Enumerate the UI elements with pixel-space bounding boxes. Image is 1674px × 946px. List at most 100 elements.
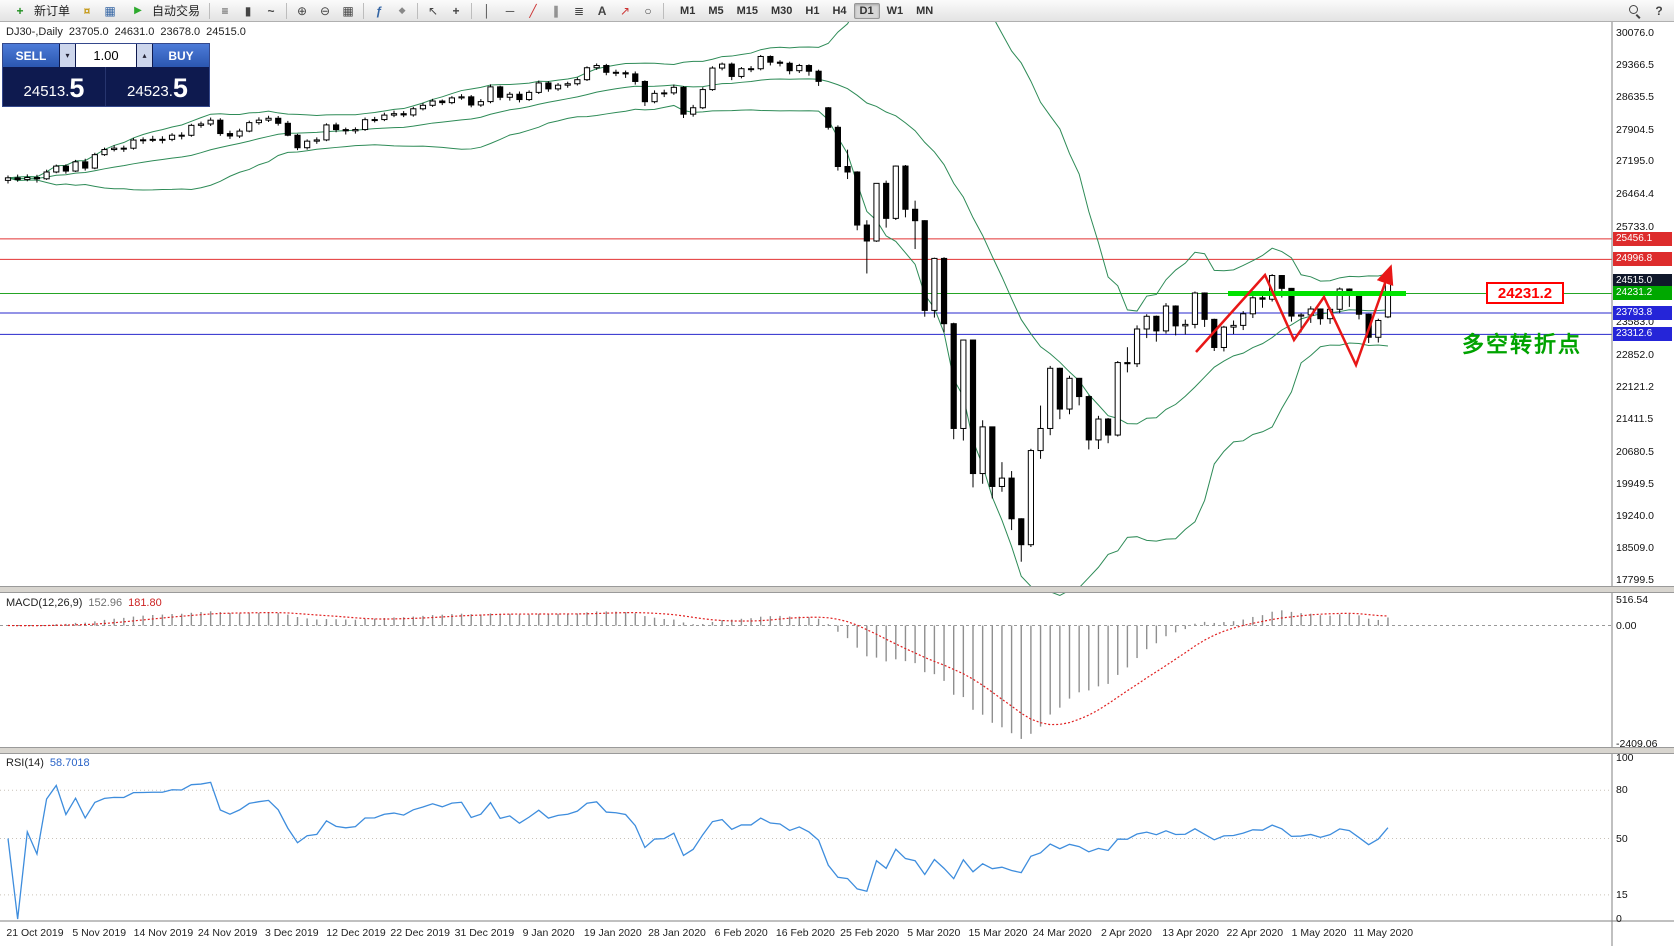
cursor-tool-icon[interactable] — [422, 1, 444, 21]
trendline-tool-icon[interactable] — [522, 1, 544, 21]
date-axis-label: 2 Apr 2020 — [1100, 927, 1152, 939]
autotrading-button[interactable]: 自动交易 — [122, 2, 205, 20]
shapes-tool-icon[interactable] — [637, 1, 659, 21]
symbol-info-bar: DJ30-,Daily 23705.0 24631.0 23678.0 2451… — [6, 26, 246, 38]
crosshair-tool-icon[interactable] — [445, 1, 467, 21]
timeframe-h4[interactable]: H4 — [832, 4, 847, 17]
timeframe-buttons: M1 M5 M15 M30 H1 H4 D1 W1 MN — [674, 2, 939, 19]
price-tick: 25733.0 — [1616, 220, 1654, 233]
date-axis-label: 28 Jan 2020 — [648, 927, 706, 939]
date-axis-label: 31 Dec 2019 — [454, 927, 515, 939]
new-order-button[interactable]: 新订单 — [4, 2, 75, 20]
price-tick: 20680.5 — [1616, 445, 1654, 458]
price-badge: 25456.1 — [1613, 231, 1672, 246]
macd-panel-header: MACD(12,26,9) 152.96 181.80 — [6, 597, 162, 609]
panel-resize-bar[interactable] — [0, 586, 1674, 593]
autotrading-label: 自动交易 — [152, 4, 201, 18]
buy-price-main: 24523. — [127, 83, 173, 100]
rsi-axis-label: 50 — [1616, 832, 1628, 845]
one-click-trade-panel: SELL ▾ 1.00 ▴ BUY 24513. 5 24523. 5 — [2, 43, 210, 107]
funds-icon[interactable] — [76, 1, 98, 21]
zoom-out-icon[interactable] — [314, 1, 336, 21]
timeframe-h1[interactable]: H1 — [805, 4, 820, 17]
fibonacci-tool-icon[interactable] — [568, 1, 590, 21]
date-axis-label: 1 May 2020 — [1291, 927, 1347, 939]
sell-button[interactable]: SELL — [3, 44, 59, 67]
text-tool-icon[interactable] — [591, 1, 613, 21]
new-order-icon — [9, 1, 31, 21]
high-value: 24631.0 — [114, 26, 155, 38]
rsi-value: 58.7018 — [49, 757, 90, 769]
channel-tool-icon[interactable] — [545, 1, 567, 21]
lot-increase-button[interactable]: ▴ — [136, 44, 153, 67]
toolbar-separator — [363, 2, 365, 19]
toolbar-separator — [209, 2, 211, 19]
sell-price-display[interactable]: 24513. 5 — [3, 67, 106, 106]
macd-axis-label: 0.00 — [1616, 619, 1637, 632]
price-tick: 17799.5 — [1616, 574, 1654, 586]
timeframe-m5[interactable]: M5 — [708, 4, 724, 17]
timeframe-mn[interactable]: MN — [916, 4, 934, 17]
price-level-box-annotation[interactable]: 24231.2 — [1486, 282, 1564, 304]
price-tick: 30076.0 — [1616, 27, 1654, 40]
objects-icon[interactable] — [391, 1, 413, 21]
date-axis-label: 21 Oct 2019 — [6, 927, 64, 939]
help-cursor-icon[interactable] — [1648, 1, 1670, 21]
price-tick: 27904.5 — [1616, 123, 1654, 136]
bar-chart-icon[interactable] — [214, 1, 236, 21]
price-tick: 23583.0 — [1616, 316, 1654, 329]
toolbar-separator — [286, 2, 288, 19]
timeframe-m30[interactable]: M30 — [771, 4, 793, 17]
price-badge: 24996.8 — [1613, 252, 1672, 267]
search-icon[interactable] — [1624, 1, 1646, 21]
sell-price-frac: 5 — [69, 73, 85, 103]
buy-price-display[interactable]: 24523. 5 — [106, 67, 209, 106]
price-tick: 19240.0 — [1616, 509, 1654, 522]
date-axis-label: 11 May 2020 — [1353, 927, 1414, 939]
timeframe-d1[interactable]: D1 — [853, 2, 880, 19]
price-badge: 24515.0 — [1613, 273, 1672, 288]
price-tick: 22852.0 — [1616, 348, 1654, 361]
buy-button[interactable]: BUY — [153, 44, 209, 67]
price-badge: 24231.2 — [1613, 286, 1672, 301]
horizontal-line-tool-icon[interactable] — [499, 1, 521, 21]
vertical-line-tool-icon[interactable] — [476, 1, 498, 21]
toolbar-separator — [663, 2, 665, 19]
autotrading-play-icon — [127, 1, 149, 21]
price-badge: 23793.8 — [1613, 305, 1672, 320]
macd-main-value: 152.96 — [88, 597, 123, 609]
candlestick-chart-icon[interactable] — [237, 1, 259, 21]
buy-price-frac: 5 — [172, 73, 188, 103]
date-axis-label: 24 Mar 2020 — [1032, 927, 1092, 939]
arrow-tool-icon[interactable] — [614, 1, 636, 21]
price-tick: 22121.2 — [1616, 381, 1654, 394]
toolbar-separator — [471, 2, 473, 19]
timeframe-m1[interactable]: M1 — [680, 4, 696, 17]
date-axis-label: 22 Apr 2020 — [1226, 927, 1284, 939]
panel-resize-bar[interactable] — [0, 747, 1674, 754]
lot-decrease-button[interactable]: ▾ — [59, 44, 76, 67]
date-axis-label: 9 Jan 2020 — [522, 927, 575, 939]
price-tick: 18509.0 — [1616, 542, 1654, 555]
date-axis-label: 5 Nov 2019 — [72, 927, 127, 939]
macd-name-label: MACD(12,26,9) — [6, 597, 83, 609]
toolbar-right-group — [1624, 1, 1670, 21]
chart-window-icon[interactable] — [99, 1, 121, 21]
timeframe-m15[interactable]: M15 — [736, 4, 758, 17]
turning-point-label-annotation[interactable]: 多空转折点 — [1462, 332, 1583, 357]
price-badge: 23312.6 — [1613, 327, 1672, 342]
symbol-period-label: DJ30-,Daily — [6, 26, 63, 38]
lot-size-input[interactable]: 1.00 — [76, 44, 136, 67]
date-axis-label: 12 Dec 2019 — [326, 927, 386, 939]
indicators-icon[interactable] — [368, 1, 390, 21]
line-chart-icon[interactable] — [260, 1, 282, 21]
close-value: 24515.0 — [206, 26, 246, 38]
date-axis-label: 14 Nov 2019 — [133, 927, 194, 939]
main-toolbar: 新订单 自动交易 M1 M5 M15 M30 H1 H4 D1 W1 MN — [0, 0, 1674, 22]
timeframe-w1[interactable]: W1 — [886, 4, 904, 17]
zoom-in-icon[interactable] — [291, 1, 313, 21]
tile-windows-icon[interactable] — [337, 1, 359, 21]
date-axis-label: 25 Feb 2020 — [840, 927, 900, 939]
